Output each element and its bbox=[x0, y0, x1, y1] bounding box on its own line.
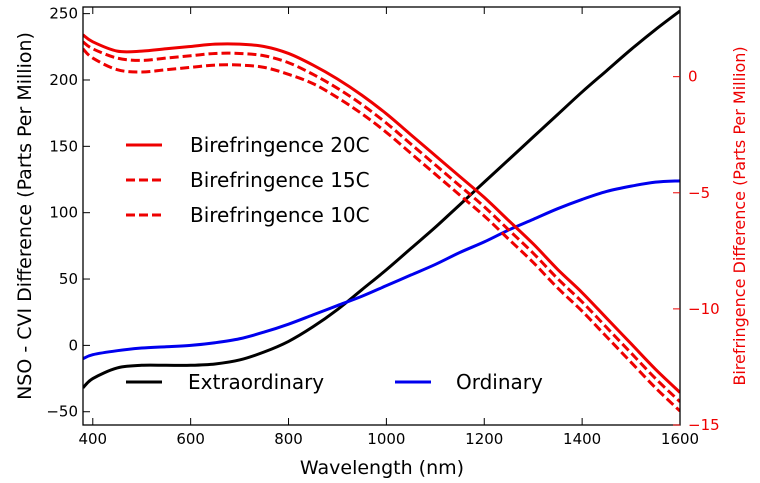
series-line-birefringence-20c bbox=[83, 33, 680, 394]
x-tick-label: 800 bbox=[274, 430, 303, 448]
x-tick-label: 1200 bbox=[465, 430, 503, 448]
x-tick-label: 1400 bbox=[563, 430, 601, 448]
series-line-ordinary bbox=[83, 179, 680, 361]
x-axis-label: Wavelength (nm) bbox=[300, 457, 464, 479]
right-y-tick-label: −5 bbox=[688, 184, 710, 202]
series-line-extraordinary bbox=[83, 9, 680, 389]
legend-layer: Birefringence 20C Birefringence 15C Birefr… bbox=[126, 133, 543, 394]
series-layer bbox=[83, 9, 680, 413]
plot-frame bbox=[82, 6, 681, 426]
x-tick-label: 600 bbox=[176, 430, 205, 448]
legend-label-birefringence-15c: Birefringence 15C bbox=[190, 168, 370, 192]
left-y-tick-label: 100 bbox=[49, 204, 78, 222]
x-tick-label: 400 bbox=[78, 430, 107, 448]
right-y-tick-label: −15 bbox=[688, 416, 720, 434]
series-line-birefringence-15c bbox=[83, 40, 680, 403]
series-line-birefringence-10c bbox=[83, 47, 680, 413]
legend-label-ordinary: Ordinary bbox=[456, 370, 543, 394]
plot-area bbox=[83, 9, 680, 413]
x-tick-label: 1600 bbox=[661, 430, 699, 448]
right-y-tick-label: 0 bbox=[688, 68, 698, 86]
legend-label-extraordinary: Extraordinary bbox=[188, 370, 324, 394]
right-y-axis-label: Birefringence Difference (Parts Per Mill… bbox=[730, 46, 749, 385]
axes-layer: 400 600 800 1000 1200 1400 1600−50050100150200… bbox=[46, 5, 719, 448]
left-y-tick-label: −50 bbox=[46, 403, 78, 421]
legend-label-birefringence-10c: Birefringence 10C bbox=[190, 203, 370, 227]
left-y-axis-label: NSO - CVI Difference (Parts Per Million) bbox=[14, 32, 36, 400]
left-y-tick-label: 0 bbox=[68, 336, 78, 354]
left-y-tick-label: 150 bbox=[49, 137, 78, 155]
right-y-tick-label: −10 bbox=[688, 300, 720, 318]
left-y-tick-label: 50 bbox=[59, 270, 78, 288]
x-tick-label: 1000 bbox=[367, 430, 405, 448]
left-y-tick-label: 250 bbox=[49, 5, 78, 23]
left-y-tick-label: 200 bbox=[49, 71, 78, 89]
legend-label-birefringence-20c: Birefringence 20C bbox=[190, 133, 370, 157]
